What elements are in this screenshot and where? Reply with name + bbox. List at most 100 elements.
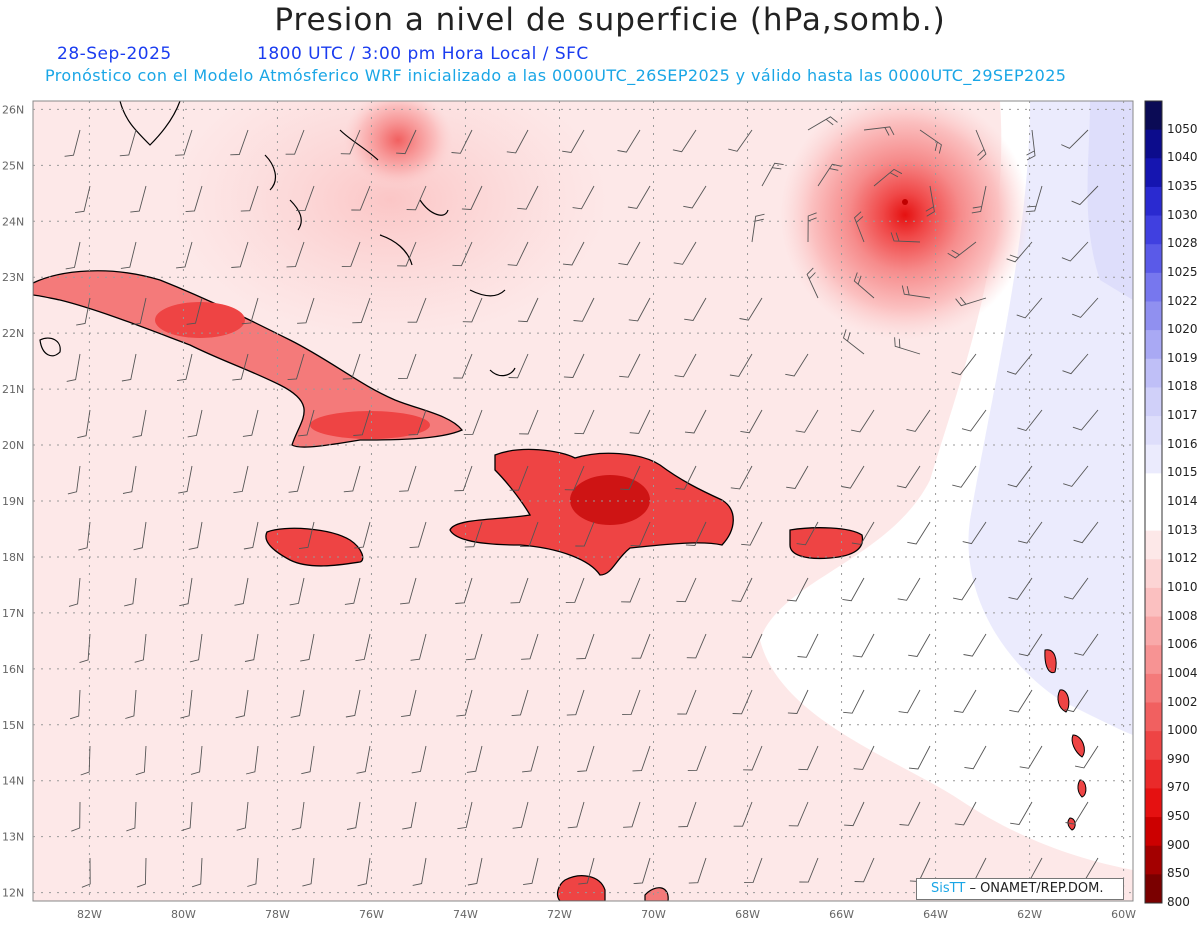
wind-barb — [947, 241, 977, 259]
wind-barb — [685, 521, 707, 546]
colorbar-swatch — [1145, 215, 1162, 245]
wind-barb — [234, 577, 249, 606]
wind-barb — [631, 633, 651, 659]
colorbar-swatch — [1145, 272, 1162, 302]
wind-barb — [123, 577, 137, 607]
wind-barb — [408, 409, 427, 436]
colorbar-swatch — [1145, 559, 1162, 589]
lon-label: 62W — [1017, 908, 1042, 921]
wind-barb — [844, 801, 865, 827]
wind-barb — [971, 185, 987, 214]
wind-barb — [1061, 241, 1089, 262]
wind-barb — [346, 801, 361, 830]
wind-barb — [562, 241, 585, 266]
wind-barb — [897, 577, 921, 601]
wind-barb — [245, 745, 259, 775]
wind-barb — [672, 129, 697, 153]
colorbar-swatch — [1145, 186, 1162, 217]
bahamas-outlines — [264, 129, 516, 377]
wind-barb — [126, 801, 137, 832]
wind-barb — [853, 272, 875, 299]
wind-barb — [243, 521, 259, 550]
wind-barb — [180, 689, 193, 719]
wind-barb — [684, 409, 707, 434]
lat-label: 23N — [2, 271, 24, 284]
lat-label: 16N — [2, 663, 24, 676]
colorbar-level-label: 990 — [1167, 751, 1190, 766]
secondary-low — [343, 101, 453, 190]
wind-barb — [1065, 801, 1089, 825]
wind-barb — [687, 745, 707, 771]
wind-barb — [796, 521, 819, 546]
wind-barb — [728, 129, 753, 152]
wind-barb — [1073, 521, 1099, 544]
wind-barb — [188, 521, 203, 550]
wind-barb — [343, 465, 361, 493]
colorbar-level-label: 1015 — [1167, 465, 1198, 480]
colorbar-swatch — [1145, 244, 1162, 274]
wind-barb — [729, 353, 753, 377]
wind-barb — [633, 857, 651, 885]
map-title: Presion a nivel de superficie (hPa,somb.… — [274, 2, 946, 38]
wind-barb — [520, 521, 539, 548]
lon-label: 78W — [265, 908, 290, 921]
colorbar-swatch — [1145, 702, 1162, 732]
wind-barb — [955, 296, 987, 307]
colorbar-swatch — [1145, 301, 1162, 331]
wind-barb — [177, 353, 193, 382]
colorbar-level-label: 800 — [1167, 895, 1190, 909]
wind-barb — [1074, 633, 1099, 656]
wind-barb — [522, 745, 539, 773]
wind-barb — [518, 297, 539, 323]
wind-barb — [67, 465, 81, 495]
wind-barb — [461, 185, 483, 210]
cuba-core-west — [155, 302, 245, 338]
wind-barb — [355, 633, 371, 662]
wind-barb — [1010, 801, 1033, 825]
wind-barb — [510, 577, 529, 604]
wind-barb — [290, 689, 305, 718]
wind-barb — [1063, 577, 1089, 600]
wind-barb — [242, 409, 259, 437]
wind-barb — [787, 689, 809, 714]
wind-barb — [906, 409, 931, 432]
wind-barb — [964, 745, 987, 770]
wind-barb — [357, 857, 371, 887]
wind-barb — [75, 185, 91, 214]
wind-barb — [744, 857, 763, 884]
wind-barb — [852, 633, 875, 658]
wind-barb — [1006, 353, 1033, 375]
colorbar-level-label: 1004 — [1167, 665, 1198, 680]
wind-barb — [409, 521, 427, 549]
wind-barb — [576, 633, 595, 660]
wind-barb — [925, 185, 935, 217]
wind-barb — [341, 241, 361, 267]
lon-label: 72W — [547, 908, 572, 921]
colorbar-swatch — [1145, 444, 1162, 474]
wind-barb — [684, 297, 707, 321]
wind-barb — [751, 213, 765, 243]
wind-barb — [397, 241, 417, 267]
wind-barb — [77, 409, 91, 439]
colorbar-level-label: 1019 — [1167, 350, 1198, 365]
lat-label: 13N — [2, 831, 24, 844]
wind-barb — [678, 801, 697, 828]
lon-label: 68W — [735, 908, 760, 921]
wind-barb — [623, 801, 641, 828]
lon-label: 60W — [1111, 908, 1136, 921]
wind-barb — [296, 185, 315, 212]
colorbar-level-label: 1017 — [1167, 408, 1198, 423]
colorbar-level-label: 1025 — [1167, 264, 1198, 279]
colorbar-swatch — [1145, 101, 1162, 131]
wind-barb — [291, 801, 305, 831]
wind-barb — [1062, 353, 1089, 375]
colorbar-swatch — [1145, 759, 1162, 789]
valid-time: 1800 UTC / 3:00 pm Hora Local / SFC — [257, 44, 589, 64]
wind-barb — [674, 353, 697, 378]
wind-barb — [743, 745, 763, 771]
wind-barb — [64, 129, 81, 157]
lat-label: 20N — [2, 439, 24, 452]
wind-barb — [452, 241, 473, 267]
wind-barb — [730, 465, 753, 490]
